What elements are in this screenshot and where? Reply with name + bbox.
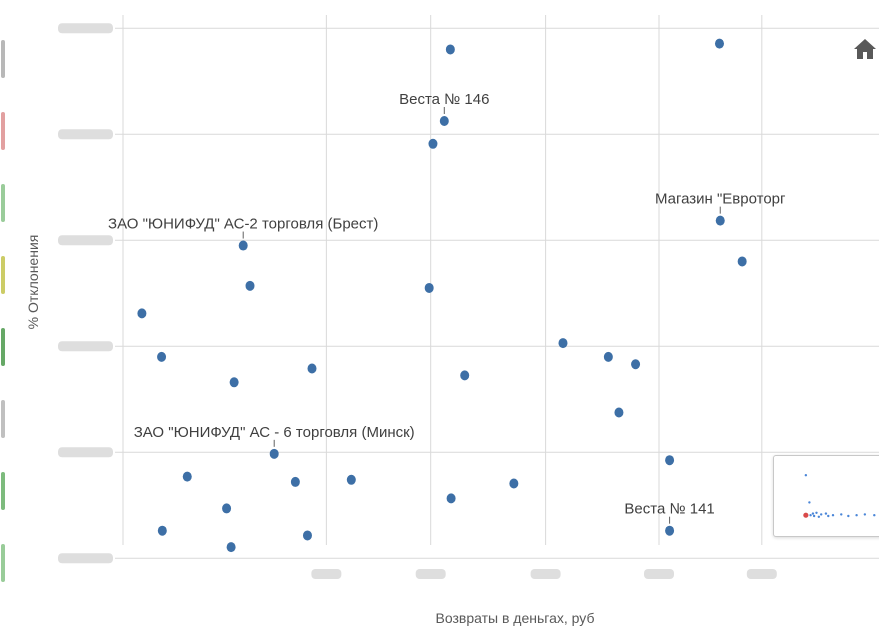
data-point-label: Магазин "Евроторг bbox=[655, 191, 786, 208]
data-point[interactable] bbox=[603, 351, 613, 362]
minimap-point bbox=[804, 474, 808, 477]
data-point[interactable] bbox=[290, 476, 300, 487]
y-tick-label-blurred bbox=[58, 341, 113, 352]
side-strip-segment bbox=[1, 544, 5, 582]
side-strip-segment bbox=[1, 184, 5, 222]
data-point[interactable] bbox=[665, 455, 675, 466]
side-strip-segment bbox=[1, 40, 5, 78]
data-point[interactable] bbox=[137, 308, 147, 319]
minimap-highlight-point bbox=[803, 512, 809, 518]
side-strip-segment bbox=[1, 112, 5, 150]
x-tick-label-blurred bbox=[644, 569, 675, 579]
minimap-navigator[interactable] bbox=[773, 455, 879, 537]
side-strip-segment bbox=[1, 328, 5, 366]
minimap-point bbox=[812, 514, 816, 518]
minimap-point bbox=[817, 515, 821, 518]
minimap-point bbox=[831, 514, 835, 517]
data-point[interactable] bbox=[157, 525, 167, 536]
y-tick-label-blurred bbox=[58, 129, 113, 140]
data-point[interactable] bbox=[222, 503, 232, 514]
y-tick-label-blurred bbox=[58, 553, 113, 564]
minimap-plot[interactable] bbox=[774, 456, 879, 536]
data-point-label: ЗАО "ЮНИФУД" АС - 6 торговля (Минск) bbox=[134, 424, 415, 441]
minimap-point bbox=[809, 514, 812, 517]
x-axis-label: Возвраты в деньгах, руб bbox=[435, 610, 595, 626]
home-icon[interactable] bbox=[852, 36, 878, 62]
side-strip-segment bbox=[1, 256, 5, 294]
data-point[interactable] bbox=[445, 44, 455, 55]
side-color-strip bbox=[0, 0, 8, 627]
data-point[interactable] bbox=[182, 471, 192, 482]
x-tick-label-blurred bbox=[415, 569, 446, 579]
side-strip-segment bbox=[1, 472, 5, 510]
data-point[interactable] bbox=[238, 240, 248, 251]
data-point[interactable] bbox=[229, 377, 239, 388]
data-point[interactable] bbox=[737, 256, 747, 267]
data-point[interactable] bbox=[226, 542, 236, 553]
x-tick-label-blurred bbox=[746, 569, 777, 579]
minimap-point bbox=[873, 514, 876, 517]
data-point[interactable] bbox=[439, 116, 449, 126]
data-point[interactable] bbox=[614, 407, 624, 418]
data-point[interactable] bbox=[245, 280, 255, 291]
data-point-label: ЗАО "ЮНИФУД" АС-2 торговля (Брест) bbox=[108, 216, 378, 233]
data-point[interactable] bbox=[714, 38, 724, 49]
y-tick-label-blurred bbox=[58, 235, 113, 246]
minimap-point bbox=[827, 514, 830, 518]
data-point[interactable] bbox=[509, 478, 519, 489]
x-tick-label-blurred bbox=[311, 569, 342, 579]
minimap-point bbox=[808, 501, 811, 504]
minimap-point bbox=[815, 511, 818, 514]
side-strip-segment bbox=[1, 400, 5, 438]
data-point[interactable] bbox=[157, 351, 167, 362]
data-point[interactable] bbox=[665, 525, 675, 536]
minimap-point bbox=[824, 512, 828, 515]
data-point[interactable] bbox=[346, 474, 356, 485]
minimap-point bbox=[863, 513, 867, 516]
data-point[interactable] bbox=[428, 138, 438, 149]
y-tick-label-blurred bbox=[58, 23, 113, 34]
data-point[interactable] bbox=[715, 215, 725, 226]
data-point[interactable] bbox=[269, 448, 279, 459]
minimap-point bbox=[811, 512, 815, 515]
data-point[interactable] bbox=[631, 359, 641, 370]
minimap-point bbox=[855, 514, 858, 517]
data-point[interactable] bbox=[460, 370, 470, 381]
y-tick-label-blurred bbox=[58, 447, 113, 458]
data-point-label: Веста № 146 bbox=[399, 91, 489, 108]
minimap-point bbox=[847, 514, 850, 518]
minimap-point bbox=[840, 513, 843, 516]
minimap-point bbox=[820, 513, 823, 516]
data-point[interactable] bbox=[558, 338, 568, 349]
data-point[interactable] bbox=[424, 282, 434, 293]
data-point-label: Веста № 141 bbox=[624, 501, 714, 518]
data-point[interactable] bbox=[307, 363, 317, 374]
data-point[interactable] bbox=[446, 493, 456, 504]
x-tick-label-blurred bbox=[530, 569, 561, 579]
data-point[interactable] bbox=[302, 530, 312, 541]
